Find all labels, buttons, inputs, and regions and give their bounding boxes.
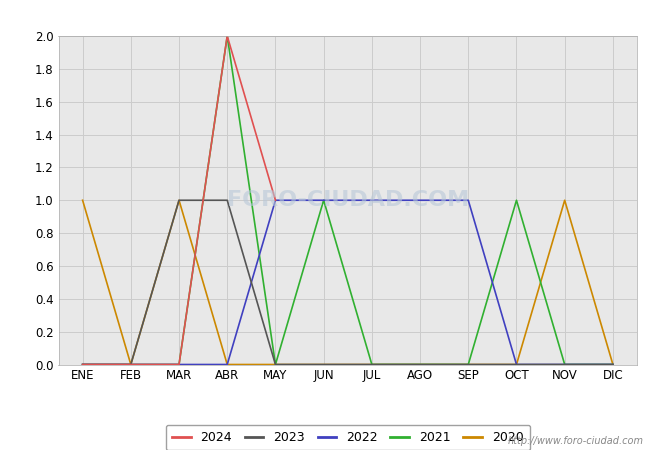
Legend: 2024, 2023, 2022, 2021, 2020: 2024, 2023, 2022, 2021, 2020 bbox=[166, 425, 530, 450]
Text: Matriculaciones de Vehiculos en Corduente: Matriculaciones de Vehiculos en Corduent… bbox=[146, 7, 504, 25]
Text: http://www.foro-ciudad.com: http://www.foro-ciudad.com bbox=[508, 436, 644, 446]
Text: FORO-CIUDAD.COM: FORO-CIUDAD.COM bbox=[227, 190, 469, 210]
